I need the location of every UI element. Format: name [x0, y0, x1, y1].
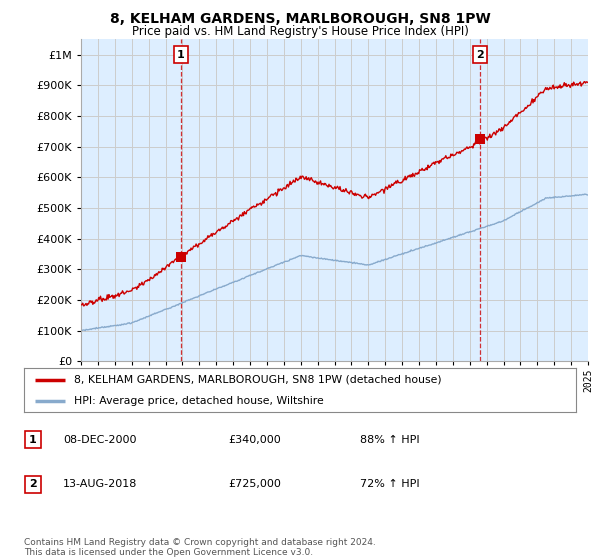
Text: HPI: Average price, detached house, Wiltshire: HPI: Average price, detached house, Wilt… — [74, 396, 323, 405]
Text: 1: 1 — [177, 49, 185, 59]
Text: 8, KELHAM GARDENS, MARLBOROUGH, SN8 1PW: 8, KELHAM GARDENS, MARLBOROUGH, SN8 1PW — [110, 12, 490, 26]
Text: Price paid vs. HM Land Registry's House Price Index (HPI): Price paid vs. HM Land Registry's House … — [131, 25, 469, 38]
Text: £340,000: £340,000 — [228, 435, 281, 445]
Text: 72% ↑ HPI: 72% ↑ HPI — [360, 479, 419, 489]
Text: 88% ↑ HPI: 88% ↑ HPI — [360, 435, 419, 445]
Text: Contains HM Land Registry data © Crown copyright and database right 2024.
This d: Contains HM Land Registry data © Crown c… — [24, 538, 376, 557]
Text: 2: 2 — [29, 479, 37, 489]
Text: 1: 1 — [29, 435, 37, 445]
Text: 13-AUG-2018: 13-AUG-2018 — [63, 479, 137, 489]
Text: 8, KELHAM GARDENS, MARLBOROUGH, SN8 1PW (detached house): 8, KELHAM GARDENS, MARLBOROUGH, SN8 1PW … — [74, 375, 442, 385]
Text: £725,000: £725,000 — [228, 479, 281, 489]
Text: 2: 2 — [476, 49, 484, 59]
Text: 08-DEC-2000: 08-DEC-2000 — [63, 435, 137, 445]
